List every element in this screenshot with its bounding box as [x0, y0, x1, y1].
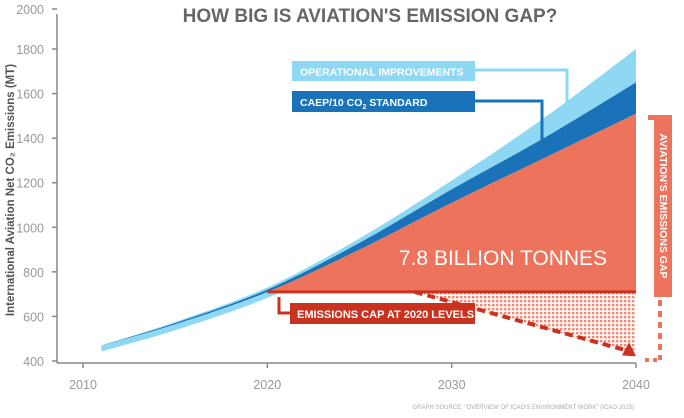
x-tick-label: 2020: [253, 378, 281, 392]
gap-bracket-top: [648, 115, 658, 120]
cap-projection-arrowhead: [622, 342, 636, 357]
caep-connector: [475, 99, 544, 152]
x-tick-label: 2040: [622, 378, 650, 392]
cap-projection-arrow: [414, 289, 627, 353]
source-note: GRAPH SOURCE: "OVERVIEW OF ICAO'S ENVIRO…: [412, 405, 634, 411]
emissions-gap-area: [267, 113, 636, 292]
operational-connector: [475, 68, 569, 108]
gap-bracket-label: AVIATION'S EMISSIONS GAP: [657, 133, 669, 278]
y-tick-label: 2000: [16, 3, 44, 17]
operational-label-box: [292, 61, 475, 81]
caep-label: CAEP/10 CO2 STANDARD: [300, 97, 428, 111]
cap-label: EMISSIONS CAP AT 2020 LEVELS: [297, 309, 474, 321]
cap-connector: [277, 297, 292, 315]
gap-area-label: 7.8 BILLION TONNES: [399, 247, 607, 270]
cap-label-box: [290, 303, 475, 324]
y-tick-label: 1600: [16, 88, 44, 102]
y-tick-label: 1000: [16, 221, 44, 235]
y-tick-label: 1200: [16, 177, 44, 191]
y-tick-label: 600: [23, 310, 44, 324]
y-tick-label: 1400: [16, 132, 44, 146]
x-tick-label: 2010: [69, 378, 97, 392]
x-tick-label: 2030: [438, 378, 466, 392]
y-tick-label: 1800: [16, 43, 44, 57]
caep-label-box: [292, 91, 475, 112]
y-axis-label: International Aviation Net CO₂ Emissions…: [5, 64, 17, 316]
y-tick-label: 800: [23, 266, 44, 280]
chart-title: HOW BIG IS AVIATION'S EMISSION GAP?: [183, 6, 558, 27]
operational-label: OPERATIONAL IMPROVEMENTS: [300, 67, 464, 79]
gap-bracket-bar: [654, 115, 672, 297]
y-tick-label: 400: [23, 355, 44, 369]
